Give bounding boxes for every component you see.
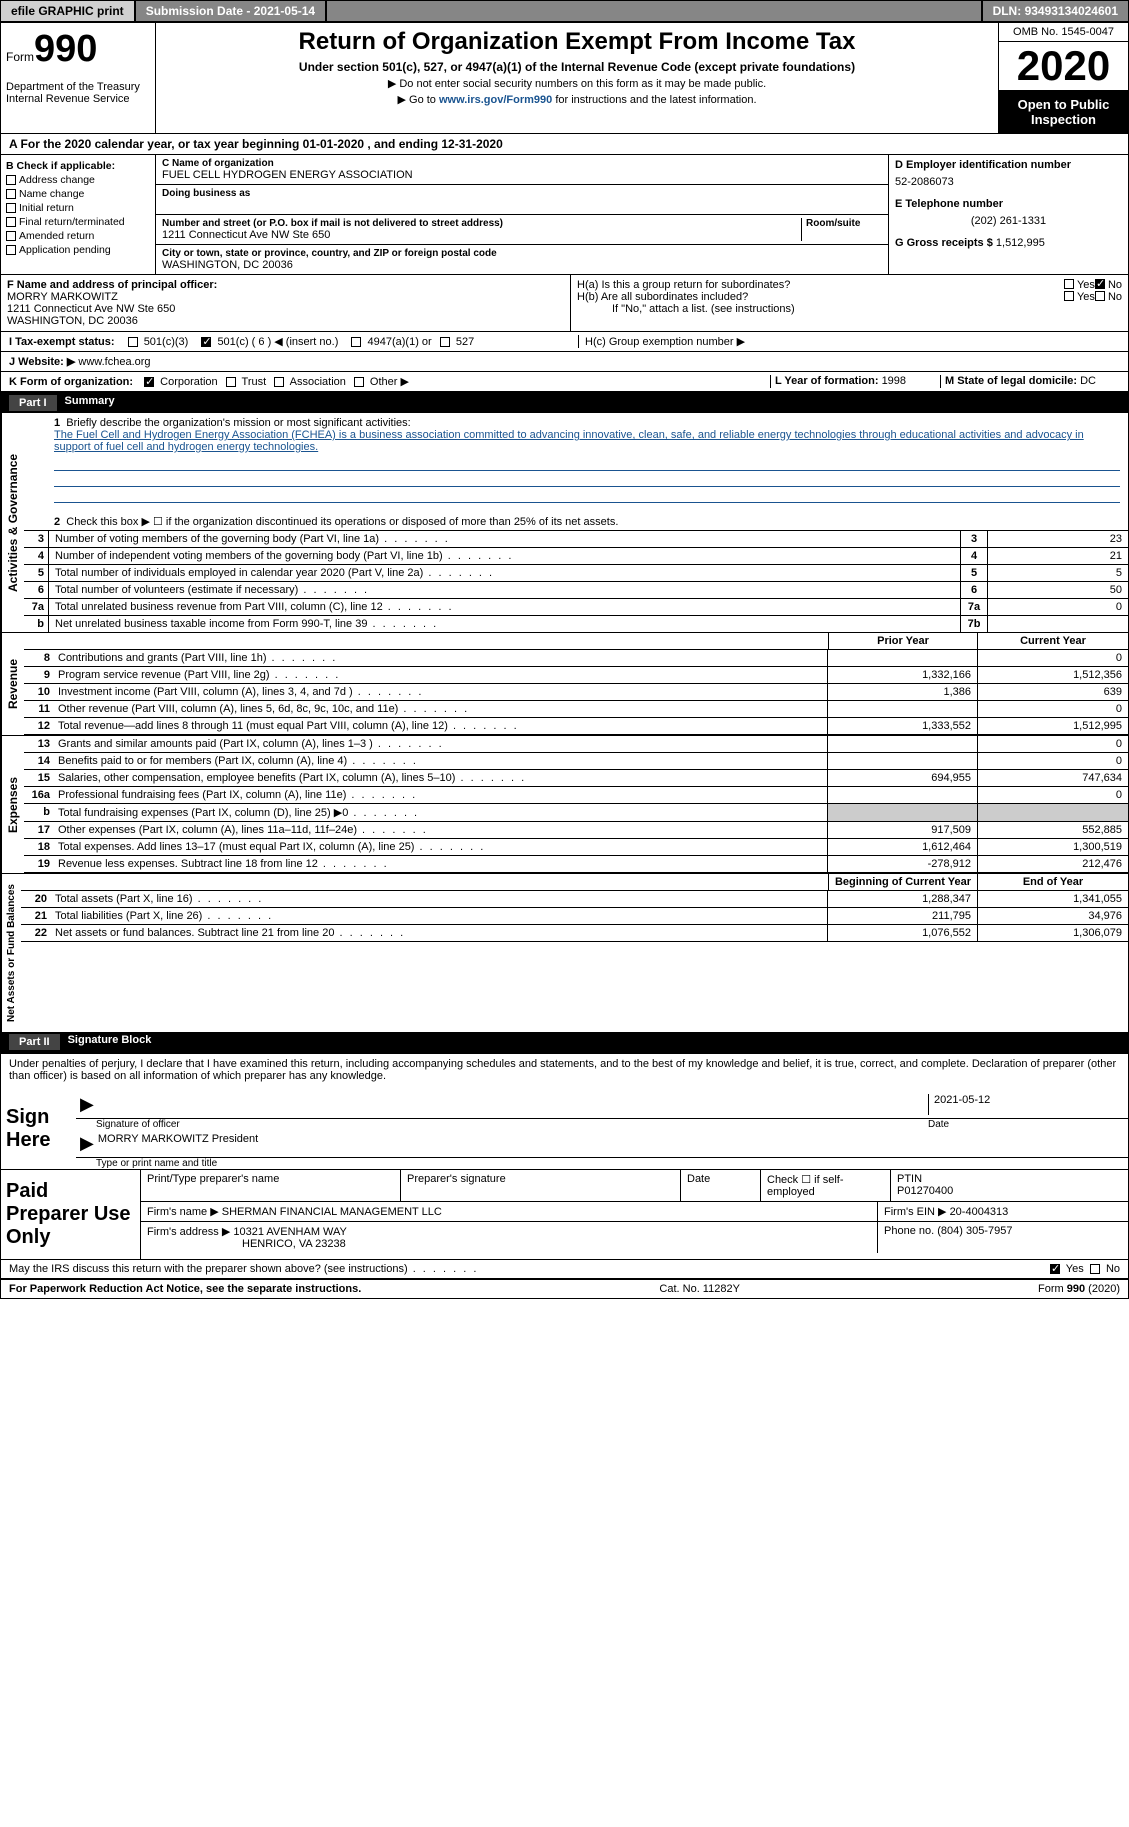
side-net-assets: Net Assets or Fund Balances: [1, 874, 21, 1032]
section-h: H(a) Is this a group return for subordin…: [571, 275, 1128, 331]
summary-row: 4Number of independent voting members of…: [24, 547, 1128, 564]
section-j: J Website: ▶ www.fchea.org: [9, 355, 151, 368]
financial-row: 15Salaries, other compensation, employee…: [24, 770, 1128, 787]
form-label: Form: [6, 50, 34, 64]
form-number: 990: [34, 28, 97, 70]
topbar: efile GRAPHIC print Submission Date - 20…: [0, 0, 1129, 22]
section-m: M State of legal domicile: DC: [940, 375, 1120, 388]
checkbox-option[interactable]: Amended return: [6, 230, 150, 242]
city-state-zip: WASHINGTON, DC 20036: [162, 259, 882, 271]
financial-row: 12Total revenue—add lines 8 through 11 (…: [24, 718, 1128, 735]
side-revenue: Revenue: [1, 633, 24, 735]
summary-row: 7aTotal unrelated business revenue from …: [24, 598, 1128, 615]
website: www.fchea.org: [75, 356, 150, 368]
tax-year: 2020: [999, 42, 1128, 91]
firm-phone: (804) 305-7957: [937, 1225, 1012, 1237]
org-form-option[interactable]: Corporation: [144, 376, 218, 388]
section-l: L Year of formation: 1998: [770, 375, 940, 388]
financial-row: 22Net assets or fund balances. Subtract …: [21, 925, 1128, 942]
dln: DLN: 93493134024601: [982, 0, 1129, 22]
financial-row: 13Grants and similar amounts paid (Part …: [24, 736, 1128, 753]
financial-row: 19Revenue less expenses. Subtract line 1…: [24, 856, 1128, 873]
section-k: K Form of organization: Corporation Trus…: [9, 375, 770, 388]
gross-receipts: 1,512,995: [996, 237, 1045, 249]
summary-row: 5Total number of individuals employed in…: [24, 564, 1128, 581]
financial-row: 17Other expenses (Part IX, column (A), l…: [24, 822, 1128, 839]
financial-row: 10Investment income (Part VIII, column (…: [24, 684, 1128, 701]
financial-row: bTotal fundraising expenses (Part IX, co…: [24, 804, 1128, 822]
financial-row: 20Total assets (Part X, line 16)1,288,34…: [21, 891, 1128, 908]
section-hc: H(c) Group exemption number ▶: [579, 335, 1120, 348]
officer-name: MORRY MARKOWITZ: [7, 291, 564, 303]
checkbox-option[interactable]: Application pending: [6, 244, 150, 256]
discuss-question: May the IRS discuss this return with the…: [9, 1263, 1050, 1275]
checkbox-option[interactable]: Name change: [6, 188, 150, 200]
part2-header: Part IISignature Block: [1, 1032, 1128, 1052]
form-footer: Form 990 (2020): [1038, 1283, 1120, 1295]
firm-name: SHERMAN FINANCIAL MANAGEMENT LLC: [222, 1206, 442, 1218]
dept-treasury: Department of the Treasury Internal Reve…: [6, 81, 150, 105]
ein: 52-2086073: [895, 176, 1122, 188]
street-address: 1211 Connecticut Ave NW Ste 650: [162, 229, 797, 241]
sign-here-label: Sign Here: [1, 1091, 76, 1169]
financial-row: 21Total liabilities (Part X, line 26)211…: [21, 908, 1128, 925]
form-title: Return of Organization Exempt From Incom…: [161, 28, 993, 56]
section-i: I Tax-exempt status: 501(c)(3) 501(c) ( …: [9, 335, 579, 348]
cat-no: Cat. No. 11282Y: [659, 1283, 740, 1295]
org-form-option[interactable]: Trust: [226, 376, 267, 388]
org-name: FUEL CELL HYDROGEN ENERGY ASSOCIATION: [162, 169, 882, 181]
firm-ein: 20-4004313: [950, 1206, 1009, 1218]
financial-row: 8Contributions and grants (Part VIII, li…: [24, 650, 1128, 667]
financial-row: 16aProfessional fundraising fees (Part I…: [24, 787, 1128, 804]
efile-print-btn[interactable]: efile GRAPHIC print: [0, 0, 135, 22]
paid-preparer-label: Paid Preparer Use Only: [1, 1170, 141, 1259]
firm-addr: 10321 AVENHAM WAY: [233, 1226, 347, 1238]
section-d-e-g: D Employer identification number 52-2086…: [888, 155, 1128, 274]
financial-row: 9Program service revenue (Part VIII, lin…: [24, 667, 1128, 684]
checkbox-option[interactable]: Final return/terminated: [6, 216, 150, 228]
checkbox-option[interactable]: Address change: [6, 174, 150, 186]
declaration: Under penalties of perjury, I declare th…: [1, 1052, 1128, 1086]
officer-printed-name: MORRY MARKOWITZ President: [98, 1133, 258, 1154]
financial-row: 11Other revenue (Part VIII, column (A), …: [24, 701, 1128, 718]
instr-link: ▶ Go to www.irs.gov/Form990 for instruct…: [161, 93, 993, 106]
summary-row: bNet unrelated business taxable income f…: [24, 615, 1128, 632]
org-form-option[interactable]: Other ▶: [354, 376, 409, 388]
checkbox-option[interactable]: Initial return: [6, 202, 150, 214]
open-inspection: Open to Public Inspection: [999, 91, 1128, 133]
financial-row: 14Benefits paid to or for members (Part …: [24, 753, 1128, 770]
section-c: C Name of organizationFUEL CELL HYDROGEN…: [156, 155, 888, 274]
side-governance: Activities & Governance: [1, 413, 24, 632]
pra-notice: For Paperwork Reduction Act Notice, see …: [9, 1283, 361, 1295]
mission-text: The Fuel Cell and Hydrogen Energy Associ…: [54, 429, 1084, 453]
irs-link[interactable]: www.irs.gov/Form990: [439, 94, 552, 106]
officer-addr: 1211 Connecticut Ave NW Ste 650 WASHINGT…: [7, 303, 564, 327]
summary-row: 3Number of voting members of the governi…: [24, 530, 1128, 547]
financial-row: 18Total expenses. Add lines 13–17 (must …: [24, 839, 1128, 856]
org-form-option[interactable]: Association: [274, 376, 346, 388]
part1-header: Part ISummary: [1, 393, 1128, 413]
form-header: Form990 Department of the Treasury Inter…: [1, 23, 1128, 134]
form-subtitle: Under section 501(c), 527, or 4947(a)(1)…: [161, 60, 993, 74]
sig-date: 2021-05-12: [928, 1094, 1128, 1115]
summary-row: 6Total number of volunteers (estimate if…: [24, 581, 1128, 598]
instr-ssn: ▶ Do not enter social security numbers o…: [161, 77, 993, 90]
phone: (202) 261-1331: [895, 215, 1122, 227]
section-b: B Check if applicable: Address changeNam…: [1, 155, 156, 274]
ptin: P01270400: [897, 1185, 1122, 1197]
omb-number: OMB No. 1545-0047: [999, 23, 1128, 42]
side-expenses: Expenses: [1, 736, 24, 873]
submission-date: Submission Date - 2021-05-14: [135, 0, 326, 22]
tax-period: A For the 2020 calendar year, or tax yea…: [1, 134, 1128, 155]
